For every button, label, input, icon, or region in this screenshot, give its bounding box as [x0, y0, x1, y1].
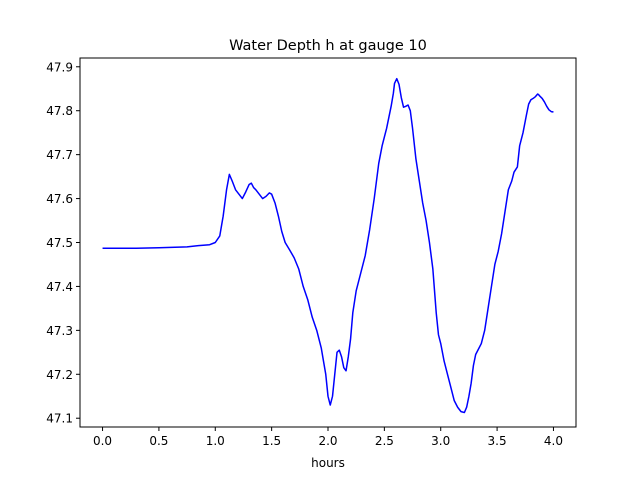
y-axis: 47.1 47.2 47.3 47.4 47.5 47.6 47.7 47.8 47.9 — [46, 60, 80, 426]
x-tick-label: 2.5 — [375, 434, 394, 448]
y-tick-label: 47.5 — [46, 236, 73, 250]
x-tick-label: 1.0 — [206, 434, 225, 448]
y-tick-label: 47.9 — [46, 60, 73, 74]
series-layer — [102, 77, 554, 414]
y-tick-label: 47.3 — [46, 324, 73, 338]
x-tick-label: 1.5 — [262, 434, 281, 448]
x-tick-label: 3.5 — [488, 434, 507, 448]
x-axis-label: hours — [311, 456, 345, 470]
y-tick-label: 47.2 — [46, 368, 73, 382]
series-line — [102, 77, 554, 414]
x-tick-label: 3.0 — [431, 434, 450, 448]
x-axis: 0.0 0.5 1.0 1.5 2.0 2.5 3.0 3.5 4.0 — [93, 427, 563, 448]
x-tick-label: 0.5 — [149, 434, 168, 448]
chart-title: Water Depth h at gauge 10 — [229, 38, 427, 54]
x-tick-label: 2.0 — [318, 434, 337, 448]
plot-area: 0.0 0.5 1.0 1.5 2.0 2.5 3.0 3.5 4.0 47.1 47.2 47.3… — [46, 57, 577, 448]
y-tick-label: 47.8 — [46, 104, 73, 118]
y-tick-label: 47.4 — [46, 280, 73, 294]
x-tick-label: 4.0 — [544, 434, 563, 448]
y-tick-label: 47.1 — [46, 412, 73, 426]
y-tick-label: 47.6 — [46, 192, 73, 206]
x-tick-label: 0.0 — [93, 434, 112, 448]
y-tick-label: 47.7 — [46, 148, 73, 162]
